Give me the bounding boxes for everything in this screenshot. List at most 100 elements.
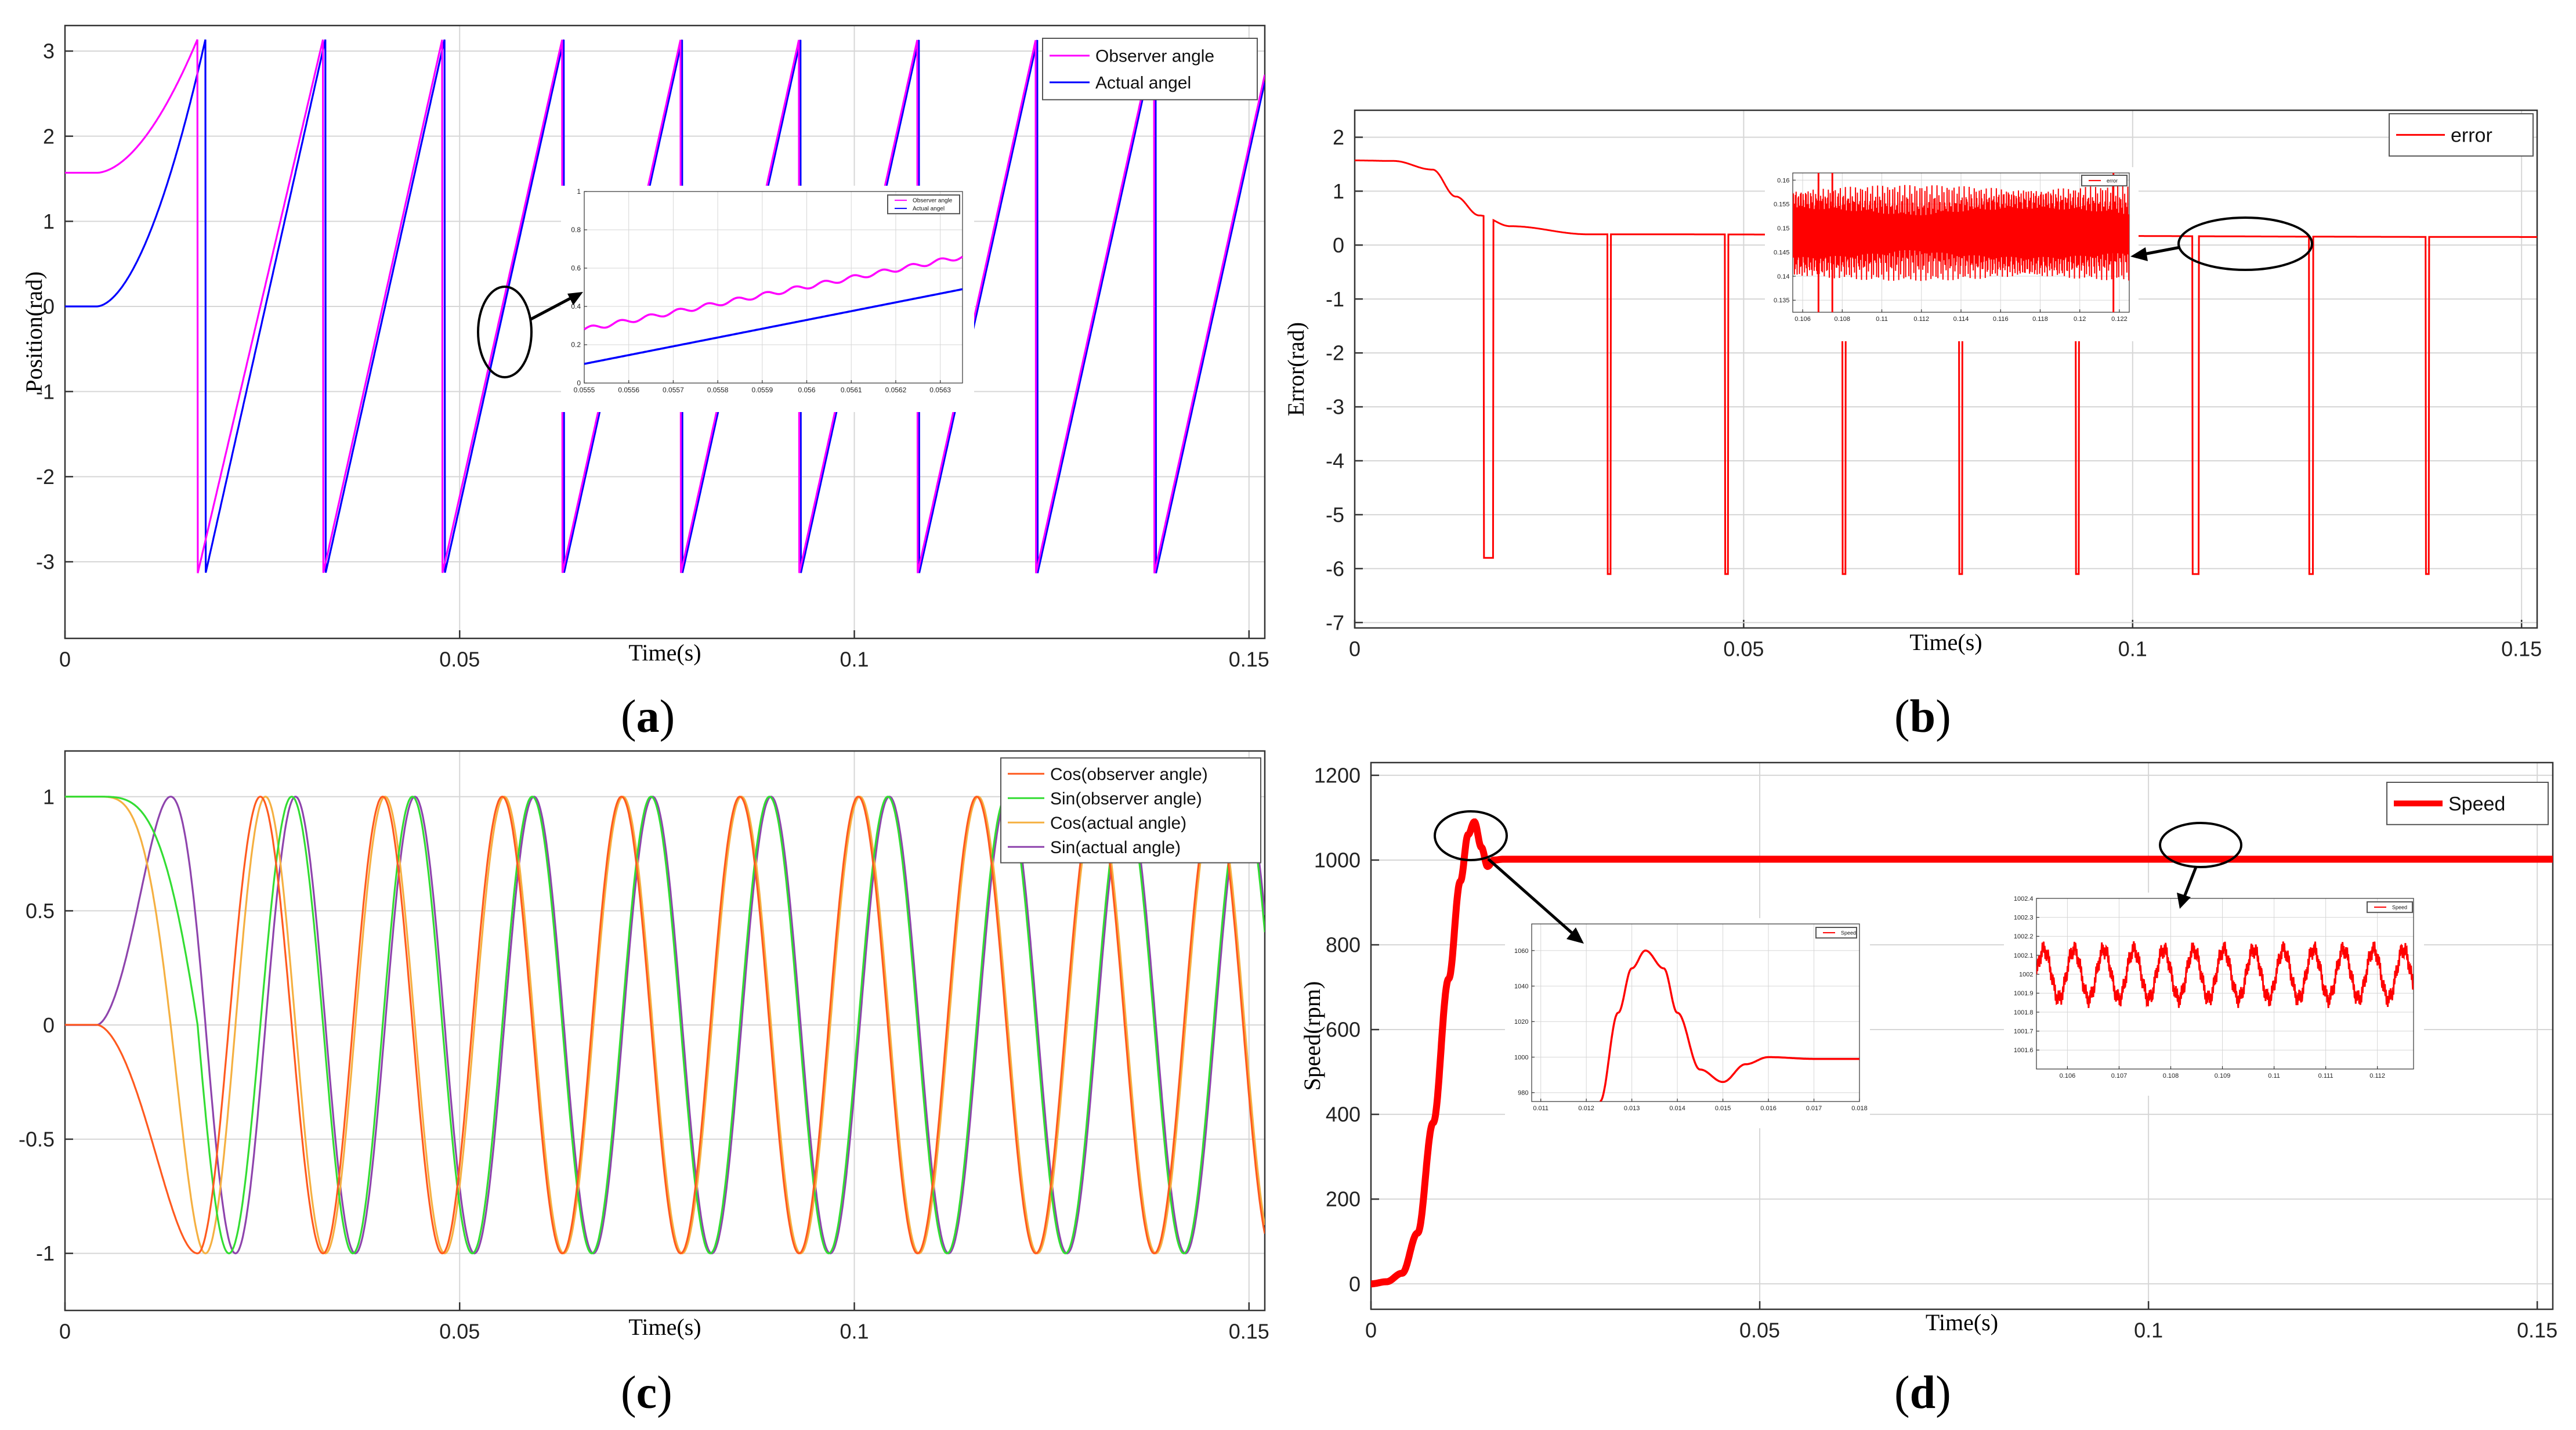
y-tick-label: 400 bbox=[1326, 1103, 1361, 1126]
series-line-observer-angle bbox=[65, 39, 1265, 574]
legend-box bbox=[2081, 175, 2128, 187]
x-tick-label: 0.122 bbox=[2111, 316, 2128, 323]
y-tick-label: 1000 bbox=[1314, 848, 1361, 872]
y-tick-label: 1001.7 bbox=[2014, 1028, 2034, 1035]
y-tick-label: 1040 bbox=[1514, 983, 1528, 990]
y-tick-label: 1002.4 bbox=[2014, 895, 2034, 902]
x-tick-label: 0.108 bbox=[1835, 316, 1851, 323]
x-tick-label: 0.15 bbox=[2517, 1319, 2557, 1342]
legend-label: Observer angle bbox=[1095, 46, 1214, 66]
legend-box bbox=[887, 194, 960, 215]
x-tick-label: 0.0559 bbox=[751, 386, 773, 394]
y-tick-label: 1002.3 bbox=[2014, 915, 2034, 922]
inset-series-group bbox=[1599, 949, 1859, 1102]
x-tick-label: 0.118 bbox=[2032, 316, 2048, 323]
y-tick-label: 1001.9 bbox=[2014, 990, 2034, 997]
y-axis-label: Speed(rpm) bbox=[1299, 981, 1325, 1091]
y-axis-label: Error(rad) bbox=[1283, 322, 1309, 416]
highlight-ellipse bbox=[2159, 822, 2242, 868]
x-tick-label: 0.112 bbox=[1913, 316, 1929, 323]
callout-arrow-head bbox=[1566, 927, 1584, 944]
plot-frame bbox=[584, 191, 963, 384]
legend-box bbox=[1042, 38, 1258, 100]
inset-series-line bbox=[584, 255, 963, 331]
y-tick-label: 0.14 bbox=[1777, 273, 1789, 280]
y-tick-label: 0.135 bbox=[1774, 297, 1790, 304]
legend-box bbox=[1815, 927, 1857, 939]
inset-series-group bbox=[2036, 941, 2414, 1008]
x-tick-label: 0.0563 bbox=[929, 386, 951, 394]
x-tick-label: 0.011 bbox=[1533, 1105, 1549, 1112]
x-tick-label: 0.0558 bbox=[707, 386, 729, 394]
y-tick-label: 980 bbox=[1518, 1090, 1528, 1097]
callout-arrow-head bbox=[567, 292, 583, 305]
y-tick-label: -7 bbox=[1326, 611, 1344, 634]
y-tick-label: 1001.6 bbox=[2014, 1047, 2034, 1054]
plot-area bbox=[2036, 898, 2414, 1069]
x-tick-label: 0.05 bbox=[1723, 637, 1764, 661]
y-tick-label: 1060 bbox=[1514, 948, 1528, 955]
legend-label: error bbox=[2107, 178, 2118, 183]
y-tick-label: 0.2 bbox=[571, 341, 581, 349]
series-group bbox=[65, 796, 1265, 1255]
legend-label: Actual angel bbox=[913, 206, 945, 212]
callout-arrow-line bbox=[2183, 866, 2198, 897]
legend-label: Cos(actual angle) bbox=[1050, 814, 1186, 833]
x-tick-label: 0.0561 bbox=[841, 386, 862, 394]
inset-series-line bbox=[1793, 185, 2129, 281]
chart-a: 0 0.05 0.1 0.15 -3 -2 -1 0 1 2 3 Time(s) Position(ra… bbox=[21, 24, 1269, 671]
y-tick-label: -1 bbox=[36, 1241, 55, 1265]
x-tick-label: 0.014 bbox=[1669, 1105, 1685, 1112]
x-tick-label: 0.15 bbox=[1229, 648, 1269, 671]
x-tick-label: 0.012 bbox=[1578, 1105, 1594, 1112]
y-tick-label: 1 bbox=[1333, 179, 1344, 203]
plot-frame bbox=[1531, 923, 1860, 1102]
legend-label: Speed bbox=[1841, 930, 1856, 936]
callout-arrow-head bbox=[2177, 893, 2191, 909]
callout-arrow-head bbox=[2130, 247, 2148, 261]
legend-box bbox=[1000, 757, 1261, 864]
x-tick-label: 0.1 bbox=[2118, 637, 2147, 661]
y-tick-label: 3 bbox=[43, 39, 55, 63]
y-tick-label: 1 bbox=[43, 785, 55, 808]
x-tick-label: 0.05 bbox=[1739, 1319, 1780, 1342]
y-tick-label: 0 bbox=[43, 1013, 55, 1037]
x-tick-label: 0.11 bbox=[2268, 1072, 2280, 1079]
x-axis-label: Time(s) bbox=[1909, 629, 1982, 655]
y-tick-label: 0.8 bbox=[571, 226, 581, 234]
y-tick-label: 0 bbox=[1333, 233, 1344, 257]
x-tick-label: 0.0555 bbox=[574, 386, 595, 394]
y-tick-label: -0.5 bbox=[19, 1127, 55, 1151]
y-tick-label: 1002 bbox=[2019, 972, 2033, 978]
x-tick-label: 0 bbox=[59, 1320, 71, 1344]
legend-label: error bbox=[2451, 124, 2492, 146]
caption-a: (a) bbox=[621, 691, 675, 742]
y-tick-label: 1001.8 bbox=[2014, 1009, 2034, 1016]
series-line-actual-angel bbox=[65, 39, 1265, 573]
x-tick-label: 0.15 bbox=[2501, 637, 2542, 661]
y-tick-label: 1020 bbox=[1514, 1019, 1528, 1025]
y-tick-label: 800 bbox=[1326, 933, 1361, 957]
y-tick-label: 0 bbox=[43, 295, 55, 319]
y-tick-label: 0.145 bbox=[1774, 249, 1790, 256]
y-tick-label: -1 bbox=[36, 380, 55, 403]
plot-frame bbox=[64, 24, 1266, 640]
y-tick-label: -3 bbox=[36, 550, 55, 574]
x-tick-label: 0 bbox=[1349, 637, 1361, 661]
x-tick-label: 0.016 bbox=[1760, 1105, 1777, 1112]
legend-label: Speed bbox=[2448, 793, 2505, 815]
inset-series-line bbox=[584, 288, 963, 365]
series-line-cos-actual-angle- bbox=[65, 796, 1265, 1255]
plot-frame bbox=[1354, 109, 2538, 629]
x-tick-label: 0.0556 bbox=[618, 386, 639, 394]
x-tick-label: 0.12 bbox=[2074, 316, 2086, 323]
y-tick-label: 2 bbox=[43, 124, 55, 148]
highlight-ellipse bbox=[477, 286, 533, 378]
y-tick-label: 600 bbox=[1326, 1018, 1361, 1042]
x-tick-label: 0.111 bbox=[2318, 1072, 2333, 1079]
x-tick-label: 0.109 bbox=[2215, 1072, 2231, 1079]
series-line-sin-observer-angle- bbox=[65, 796, 1265, 1255]
callout-arrow-line bbox=[530, 296, 573, 321]
y-tick-label: 0.15 bbox=[1777, 225, 1789, 232]
